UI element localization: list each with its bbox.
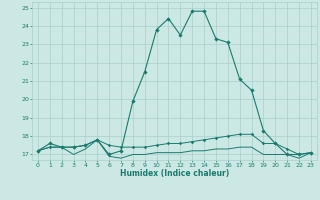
X-axis label: Humidex (Indice chaleur): Humidex (Indice chaleur) [120,169,229,178]
